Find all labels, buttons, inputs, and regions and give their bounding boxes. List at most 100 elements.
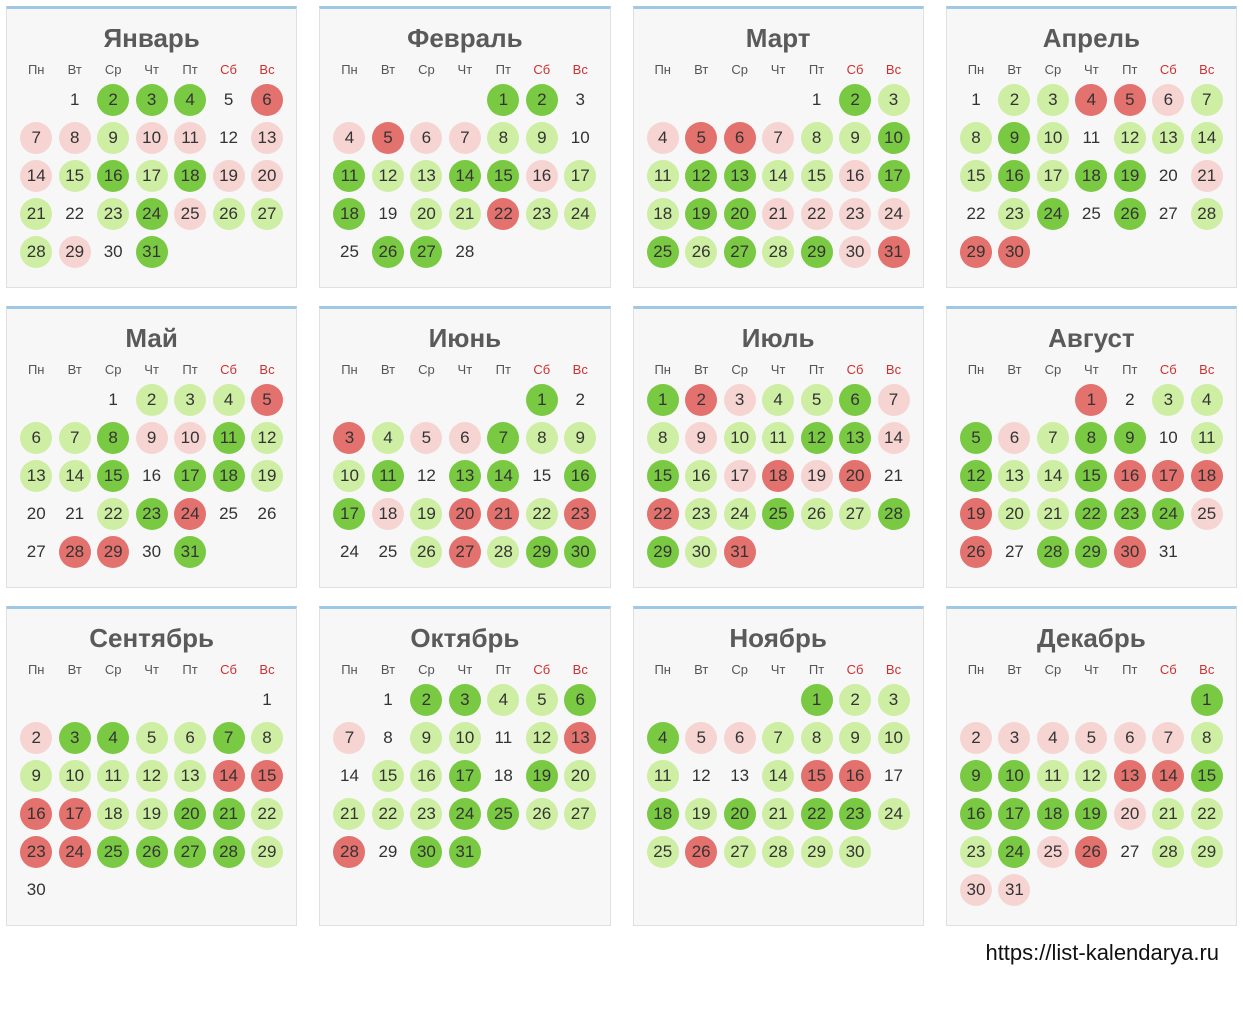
day-cell[interactable]: 12 bbox=[407, 459, 445, 493]
day-cell[interactable]: 20 bbox=[720, 797, 758, 831]
day-cell[interactable]: 13 bbox=[248, 121, 286, 155]
day-cell[interactable]: 14 bbox=[759, 159, 797, 193]
day-cell[interactable]: 4 bbox=[484, 683, 522, 717]
day-cell[interactable]: 30 bbox=[94, 235, 132, 269]
day-cell[interactable]: 11 bbox=[644, 159, 682, 193]
day-cell[interactable]: 29 bbox=[248, 835, 286, 869]
day-cell[interactable]: 29 bbox=[523, 535, 561, 569]
day-cell[interactable]: 10 bbox=[55, 759, 93, 793]
day-cell[interactable]: 27 bbox=[1149, 197, 1187, 231]
day-cell[interactable]: 21 bbox=[1149, 797, 1187, 831]
day-cell[interactable]: 15 bbox=[1188, 759, 1226, 793]
day-cell[interactable]: 21 bbox=[874, 459, 912, 493]
day-cell[interactable]: 10 bbox=[995, 759, 1033, 793]
day-cell[interactable]: 5 bbox=[1072, 721, 1110, 755]
day-cell[interactable]: 5 bbox=[797, 383, 835, 417]
day-cell[interactable]: 30 bbox=[132, 535, 170, 569]
day-cell[interactable]: 26 bbox=[132, 835, 170, 869]
day-cell[interactable]: 21 bbox=[1034, 497, 1072, 531]
day-cell[interactable]: 24 bbox=[720, 497, 758, 531]
day-cell[interactable]: 1 bbox=[484, 83, 522, 117]
day-cell[interactable]: 31 bbox=[995, 873, 1033, 907]
day-cell[interactable]: 8 bbox=[369, 721, 407, 755]
day-cell[interactable]: 21 bbox=[446, 197, 484, 231]
day-cell[interactable]: 25 bbox=[1072, 197, 1110, 231]
day-cell[interactable]: 27 bbox=[407, 235, 445, 269]
day-cell[interactable]: 8 bbox=[248, 721, 286, 755]
day-cell[interactable]: 21 bbox=[17, 197, 55, 231]
day-cell[interactable]: 18 bbox=[330, 197, 368, 231]
day-cell[interactable]: 30 bbox=[836, 235, 874, 269]
day-cell[interactable]: 2 bbox=[132, 383, 170, 417]
day-cell[interactable]: 4 bbox=[171, 83, 209, 117]
day-cell[interactable]: 4 bbox=[369, 421, 407, 455]
day-cell[interactable]: 29 bbox=[1188, 835, 1226, 869]
day-cell[interactable]: 13 bbox=[1111, 759, 1149, 793]
day-cell[interactable]: 23 bbox=[407, 797, 445, 831]
day-cell[interactable]: 4 bbox=[94, 721, 132, 755]
day-cell[interactable]: 12 bbox=[248, 421, 286, 455]
day-cell[interactable]: 28 bbox=[484, 535, 522, 569]
day-cell[interactable]: 12 bbox=[957, 459, 995, 493]
day-cell[interactable]: 6 bbox=[446, 421, 484, 455]
day-cell[interactable]: 5 bbox=[209, 83, 247, 117]
day-cell[interactable]: 28 bbox=[1034, 535, 1072, 569]
day-cell[interactable]: 13 bbox=[171, 759, 209, 793]
day-cell[interactable]: 17 bbox=[1034, 159, 1072, 193]
day-cell[interactable]: 3 bbox=[561, 83, 599, 117]
day-cell[interactable]: 16 bbox=[957, 797, 995, 831]
day-cell[interactable]: 1 bbox=[523, 383, 561, 417]
day-cell[interactable]: 23 bbox=[17, 835, 55, 869]
day-cell[interactable]: 29 bbox=[797, 235, 835, 269]
day-cell[interactable]: 1 bbox=[957, 83, 995, 117]
day-cell[interactable]: 29 bbox=[94, 535, 132, 569]
day-cell[interactable]: 7 bbox=[55, 421, 93, 455]
day-cell[interactable]: 13 bbox=[1149, 121, 1187, 155]
day-cell[interactable]: 27 bbox=[995, 535, 1033, 569]
day-cell[interactable]: 9 bbox=[995, 121, 1033, 155]
day-cell[interactable]: 17 bbox=[55, 797, 93, 831]
day-cell[interactable]: 21 bbox=[55, 497, 93, 531]
day-cell[interactable]: 21 bbox=[330, 797, 368, 831]
day-cell[interactable]: 25 bbox=[209, 497, 247, 531]
day-cell[interactable]: 9 bbox=[523, 121, 561, 155]
day-cell[interactable]: 23 bbox=[682, 497, 720, 531]
day-cell[interactable]: 29 bbox=[797, 835, 835, 869]
day-cell[interactable]: 19 bbox=[1072, 797, 1110, 831]
day-cell[interactable]: 2 bbox=[1111, 383, 1149, 417]
day-cell[interactable]: 9 bbox=[1111, 421, 1149, 455]
day-cell[interactable]: 20 bbox=[995, 497, 1033, 531]
day-cell[interactable]: 4 bbox=[1072, 83, 1110, 117]
day-cell[interactable]: 3 bbox=[874, 83, 912, 117]
day-cell[interactable]: 8 bbox=[644, 421, 682, 455]
day-cell[interactable]: 10 bbox=[874, 121, 912, 155]
day-cell[interactable]: 6 bbox=[561, 683, 599, 717]
day-cell[interactable]: 4 bbox=[330, 121, 368, 155]
day-cell[interactable]: 11 bbox=[1188, 421, 1226, 455]
day-cell[interactable]: 1 bbox=[1188, 683, 1226, 717]
day-cell[interactable]: 16 bbox=[1111, 459, 1149, 493]
day-cell[interactable]: 13 bbox=[446, 459, 484, 493]
day-cell[interactable]: 10 bbox=[561, 121, 599, 155]
day-cell[interactable]: 22 bbox=[94, 497, 132, 531]
day-cell[interactable]: 9 bbox=[682, 421, 720, 455]
day-cell[interactable]: 30 bbox=[561, 535, 599, 569]
day-cell[interactable]: 13 bbox=[720, 159, 758, 193]
day-cell[interactable]: 1 bbox=[1072, 383, 1110, 417]
day-cell[interactable]: 12 bbox=[1072, 759, 1110, 793]
day-cell[interactable]: 23 bbox=[561, 497, 599, 531]
day-cell[interactable]: 8 bbox=[957, 121, 995, 155]
day-cell[interactable]: 19 bbox=[369, 197, 407, 231]
day-cell[interactable]: 24 bbox=[1149, 497, 1187, 531]
day-cell[interactable]: 15 bbox=[797, 159, 835, 193]
day-cell[interactable]: 5 bbox=[682, 121, 720, 155]
day-cell[interactable]: 14 bbox=[446, 159, 484, 193]
day-cell[interactable]: 17 bbox=[446, 759, 484, 793]
day-cell[interactable]: 10 bbox=[330, 459, 368, 493]
day-cell[interactable]: 6 bbox=[17, 421, 55, 455]
day-cell[interactable]: 26 bbox=[957, 535, 995, 569]
day-cell[interactable]: 25 bbox=[759, 497, 797, 531]
day-cell[interactable]: 6 bbox=[720, 721, 758, 755]
day-cell[interactable]: 1 bbox=[797, 83, 835, 117]
day-cell[interactable]: 27 bbox=[720, 235, 758, 269]
